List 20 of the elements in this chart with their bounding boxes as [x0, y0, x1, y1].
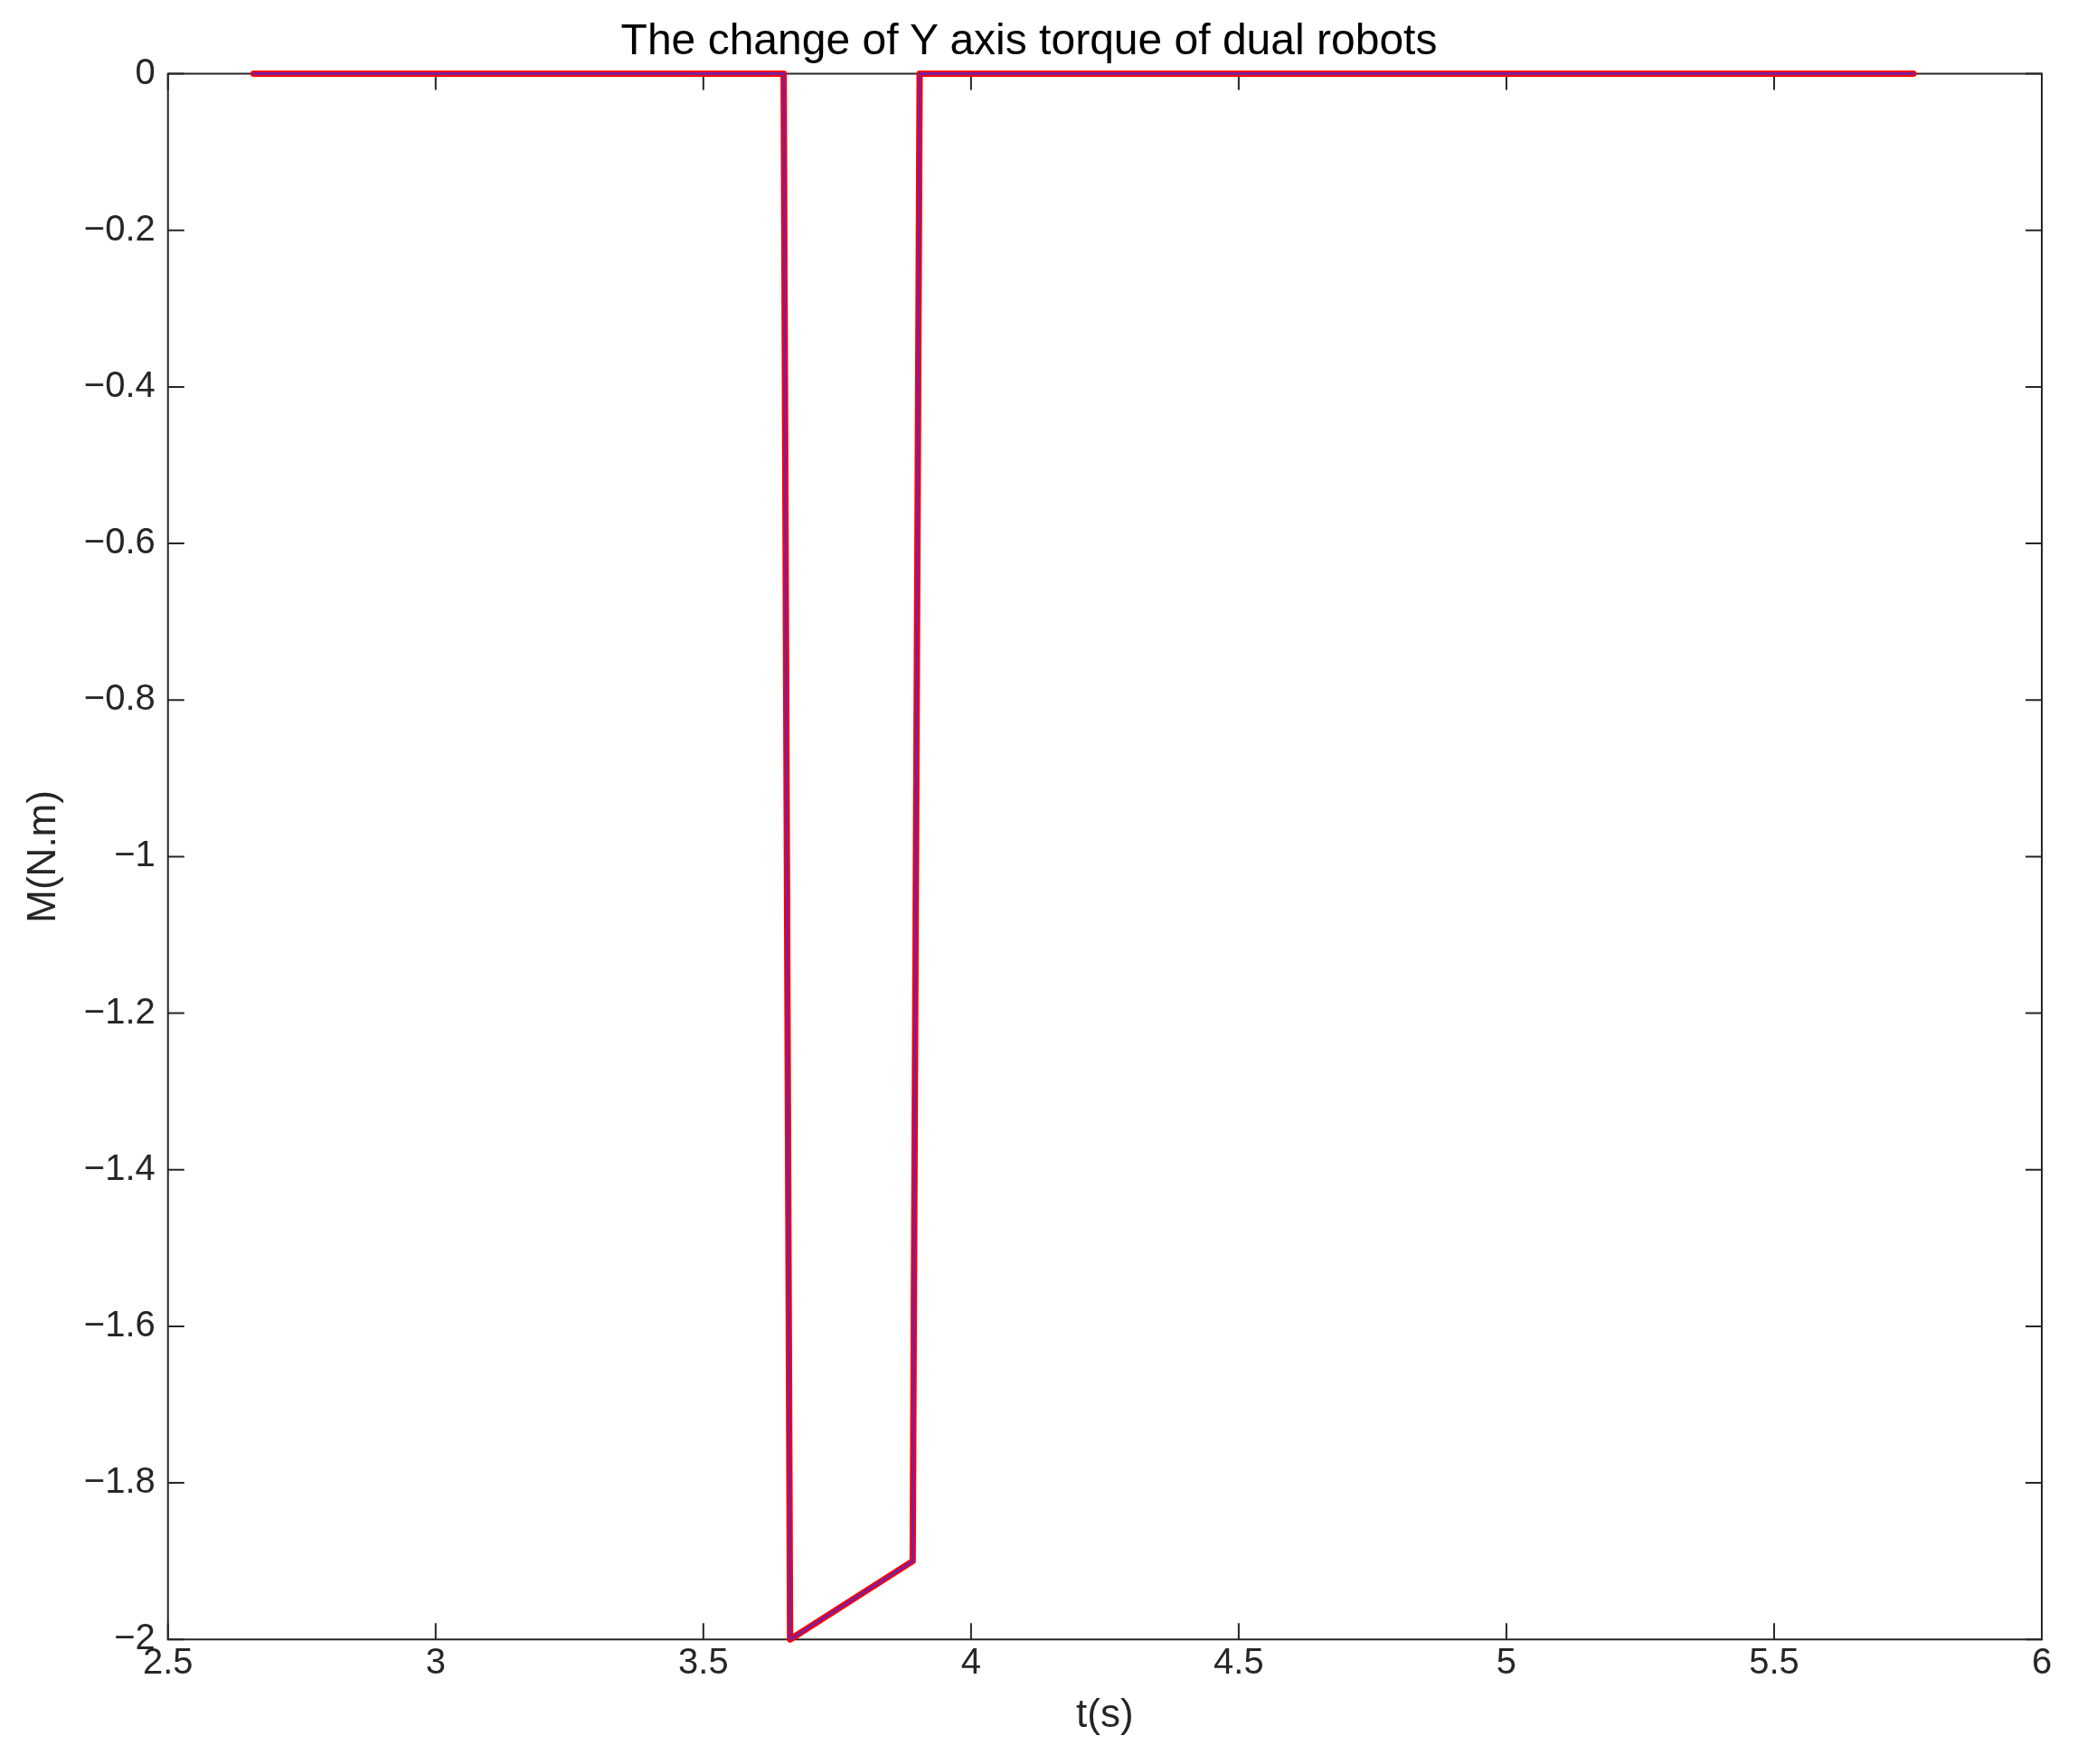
- y-tick-label: −0.6: [83, 521, 156, 561]
- x-axis-title: t(s): [1076, 1690, 1134, 1735]
- x-tick-label: 4.5: [1213, 1641, 1264, 1682]
- y-axis-title: M(N.m): [18, 790, 63, 923]
- x-tick-label: 6: [2031, 1641, 2053, 1682]
- x-tick-label: 3: [425, 1641, 446, 1682]
- y-tick-label: −1.6: [83, 1303, 156, 1344]
- y-tick-label: −0.8: [83, 677, 156, 718]
- y-tick-label: −1.4: [83, 1146, 156, 1187]
- x-tick-label: 5: [1496, 1641, 1517, 1682]
- x-tick-label: 5.5: [1749, 1641, 1799, 1682]
- x-tick-label: 4: [960, 1641, 981, 1682]
- y-tick-label: 0: [135, 51, 156, 91]
- x-tick-label: 3.5: [678, 1641, 729, 1682]
- y-tick-label: −1.2: [83, 990, 156, 1031]
- y-tick-label: −0.2: [83, 207, 156, 248]
- y-tick-label: −1: [114, 834, 156, 874]
- chart-title: The change of Y axis torque of dual robots: [620, 15, 1438, 64]
- y-tick-label: −1.8: [83, 1460, 156, 1501]
- y-tick-label: −0.4: [83, 363, 156, 404]
